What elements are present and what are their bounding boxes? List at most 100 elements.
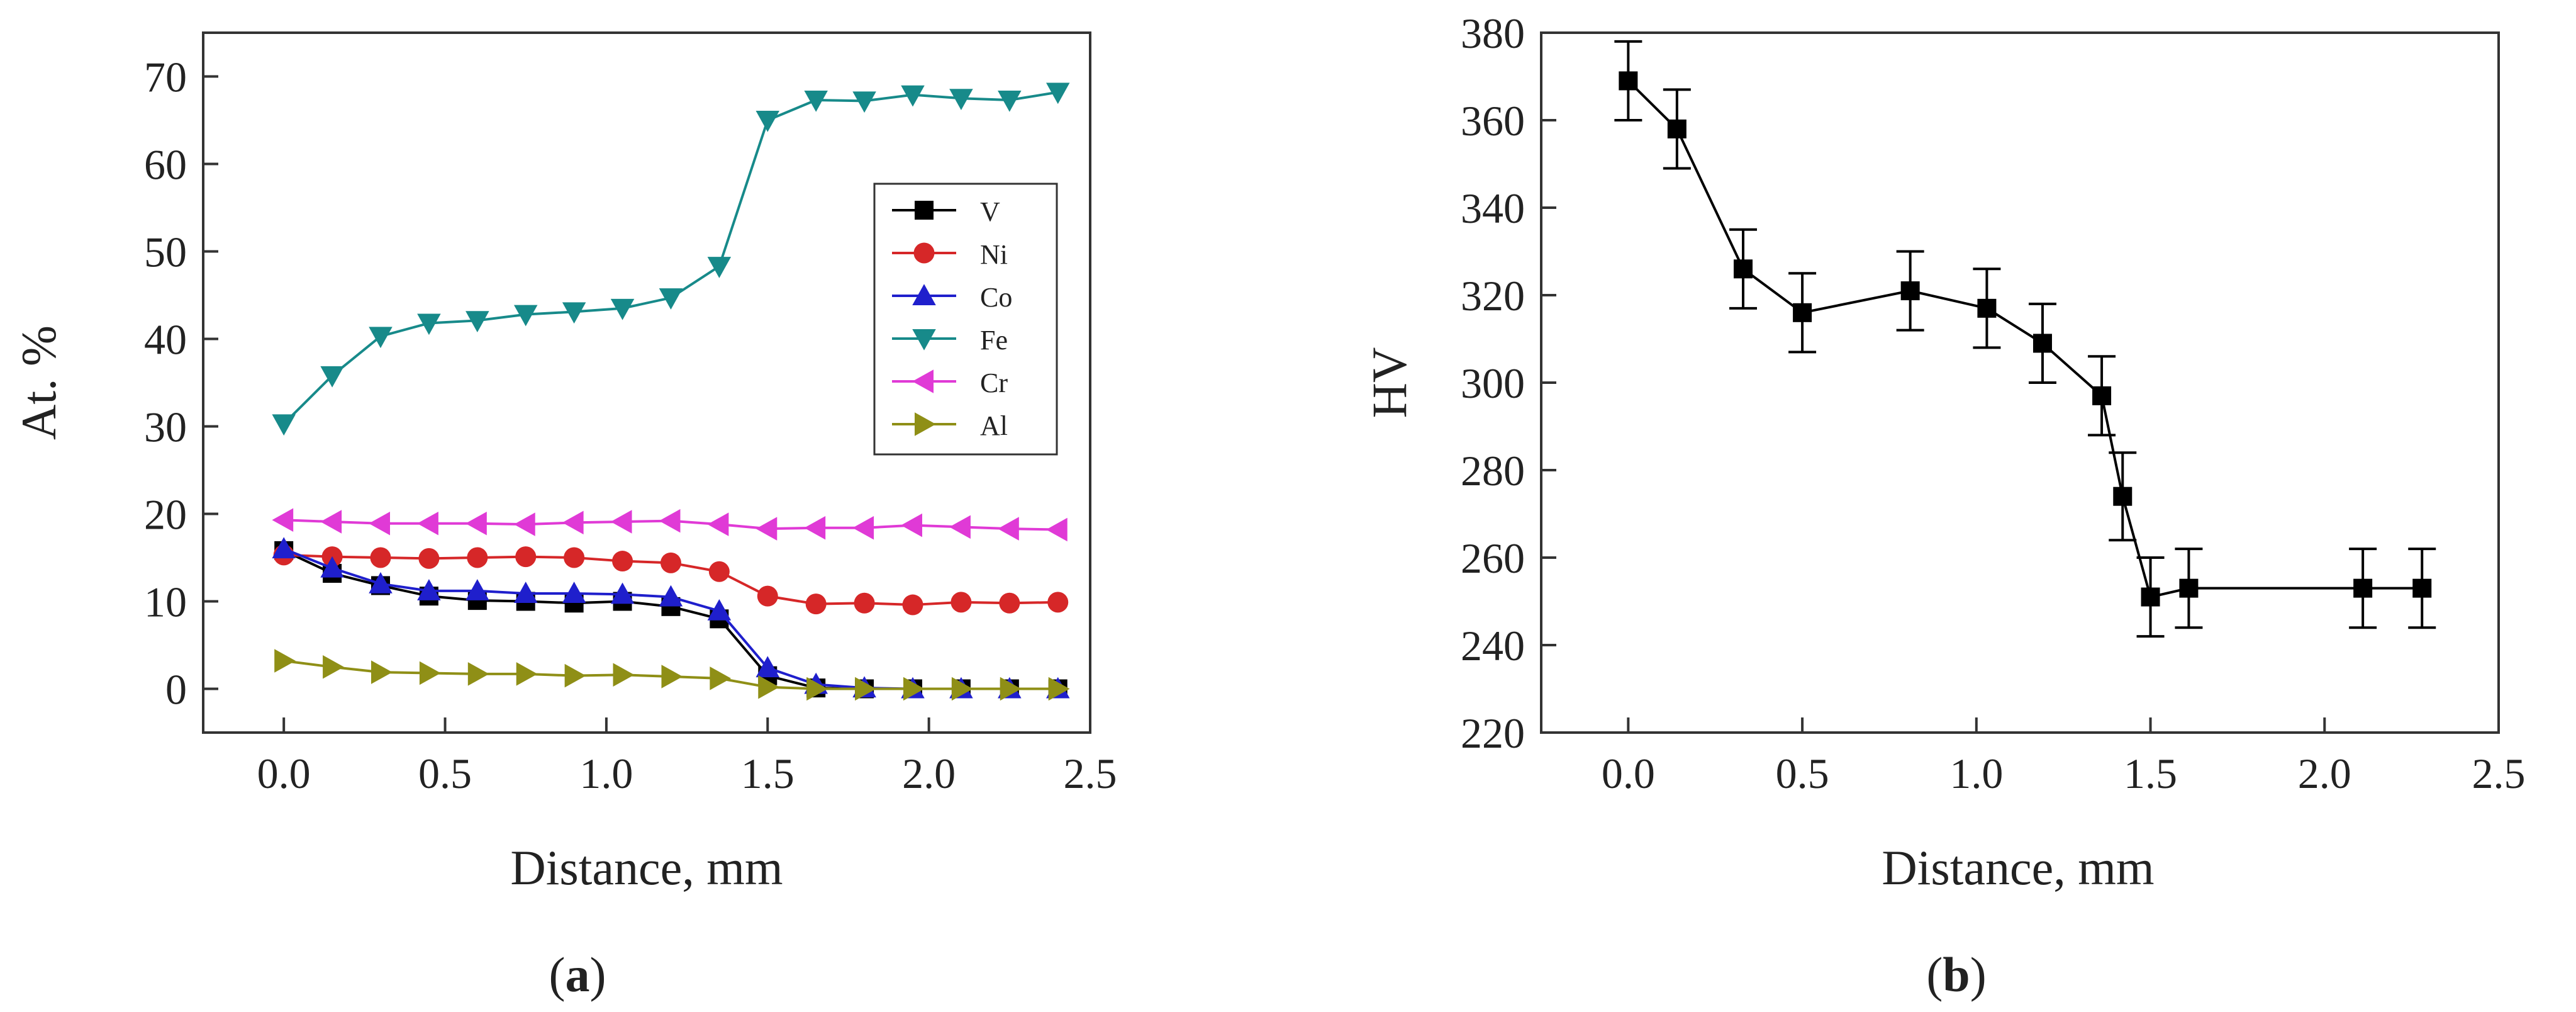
series-cr-point: [513, 512, 535, 536]
legend-swatch-ni-marker: [913, 242, 935, 264]
series-fe-point: [320, 366, 344, 388]
series-cr-point: [466, 512, 487, 536]
series-al-point: [806, 677, 828, 701]
panel-b-y-tick-label: 220: [1461, 709, 1525, 757]
series-ni-point: [467, 547, 488, 568]
series-al-point: [419, 661, 441, 685]
panel-a-x-tick-label: 0.0: [257, 750, 311, 797]
series-fe-point: [369, 327, 393, 349]
series-al-point: [274, 649, 296, 673]
series-co-point: [659, 585, 683, 607]
panel-b-caption-close: ): [1970, 947, 1987, 1002]
legend-label-al: Al: [980, 410, 1008, 441]
panel-a-legend-box: [873, 183, 1058, 456]
series-co-point: [369, 571, 393, 593]
panel-a-y-tick-label: 40: [144, 316, 187, 364]
series-ni-point: [854, 592, 875, 614]
series-fe-point: [417, 313, 441, 335]
series-fe-point: [562, 302, 586, 324]
hv-point: [1667, 119, 1687, 138]
hv-point: [2113, 486, 2133, 506]
panel-a-legend: V Ni Co Fe Cr Al: [873, 183, 1058, 456]
series-al-point: [371, 660, 393, 684]
legend-swatch-al-marker: [915, 412, 936, 436]
series-fe-point: [610, 298, 635, 320]
series-cr-point: [852, 515, 874, 540]
hv-point: [1619, 71, 1638, 91]
series-ni-point: [999, 592, 1020, 614]
panel-a-y-tick-label: 50: [144, 228, 187, 276]
series-ni-point: [515, 546, 537, 568]
series-al-point: [1048, 677, 1070, 701]
panel-b-y-tick-label: 360: [1461, 97, 1525, 145]
legend-swatch-v-marker: [915, 201, 934, 220]
series-fe-point: [901, 85, 925, 107]
series-ni: [273, 544, 1069, 616]
panel-a-y-axis-title: At. %: [11, 325, 66, 440]
series-cr: [272, 508, 1068, 542]
legend-swatch-co-marker: [912, 284, 936, 305]
hv-point: [1977, 298, 1997, 318]
panel-b-x-tick-label: 1.0: [1949, 750, 2003, 797]
series-fe-point: [659, 288, 683, 310]
series-cr-point: [610, 510, 632, 534]
panel-a-series: [272, 82, 1070, 701]
panel-a-x-tick-label: 0.5: [418, 750, 472, 797]
series-al-point: [855, 677, 876, 701]
series-ni-point: [757, 585, 778, 607]
series-fe-point: [804, 91, 828, 112]
panel-a-y-tick-label: 60: [144, 141, 187, 189]
panel-b-x-tick-label: 0.0: [1602, 750, 1655, 797]
legend-label-v: V: [980, 196, 1000, 227]
series-al-point: [1000, 677, 1022, 701]
series-co-point: [610, 582, 635, 604]
panel-b-y-tick-label: 280: [1461, 447, 1525, 495]
series-al-point: [564, 663, 586, 688]
panel-b-caption: (b): [1926, 947, 1986, 1002]
panel-b-x-tick-label: 2.5: [2472, 750, 2526, 797]
series-co-point: [320, 556, 344, 578]
panel-a-caption-close: ): [590, 947, 606, 1002]
panel-a-y-tick-label: 70: [144, 53, 187, 101]
panel-a-x-tick-label: 2.5: [1064, 750, 1117, 797]
series-cr-point: [756, 517, 778, 541]
series-co-point: [466, 579, 489, 600]
hv-point: [1734, 259, 1753, 279]
series-cr-point: [659, 509, 681, 533]
panel-b-x-tick-label: 1.5: [2124, 750, 2177, 797]
series-ni-point: [805, 593, 827, 615]
panel-b-x-axis-title: Distance, mm: [1882, 840, 2154, 895]
series-cr-point: [272, 508, 294, 532]
panel-b-x-tick-label: 0.5: [1776, 750, 1829, 797]
hv-point: [2353, 578, 2373, 598]
series-cr-point: [320, 510, 342, 534]
series-fe-point: [998, 91, 1022, 112]
series-fe-point: [466, 311, 489, 333]
series-al-point: [758, 675, 780, 699]
hv-point: [1900, 281, 1920, 301]
series-cr-point: [369, 512, 390, 536]
series-co-point: [707, 599, 732, 621]
hv-point: [2179, 578, 2199, 598]
series-al-point: [467, 662, 489, 686]
panel-b-caption-open: (: [1926, 947, 1943, 1002]
series-fe-point: [756, 111, 780, 132]
panel-a-caption: (a): [549, 947, 606, 1002]
panel-a-chart: 0.0 0.5 1.0 1.5 2.0 2.5 0 10 20 30 40 50 60 70 Distan…: [11, 31, 1117, 1002]
panel-a-y-tick-label: 20: [144, 491, 187, 539]
legend-label-co: Co: [980, 282, 1012, 313]
series-fe-point: [1045, 82, 1070, 104]
series-ni-point: [1047, 592, 1069, 613]
series-al-point: [951, 677, 973, 701]
panel-a-x-axis-title: Distance, mm: [510, 840, 783, 895]
series-co-point: [417, 579, 441, 600]
series-cr-point: [804, 515, 826, 540]
series-fe-point: [272, 414, 296, 436]
panel-a-x-tick-label: 1.5: [741, 750, 795, 797]
series-fe-point: [707, 257, 732, 278]
panel-a-y-tick-label: 0: [165, 666, 187, 714]
series-ni-point: [564, 547, 585, 568]
series-ni-point: [418, 548, 440, 569]
hv-point: [2032, 334, 2052, 353]
